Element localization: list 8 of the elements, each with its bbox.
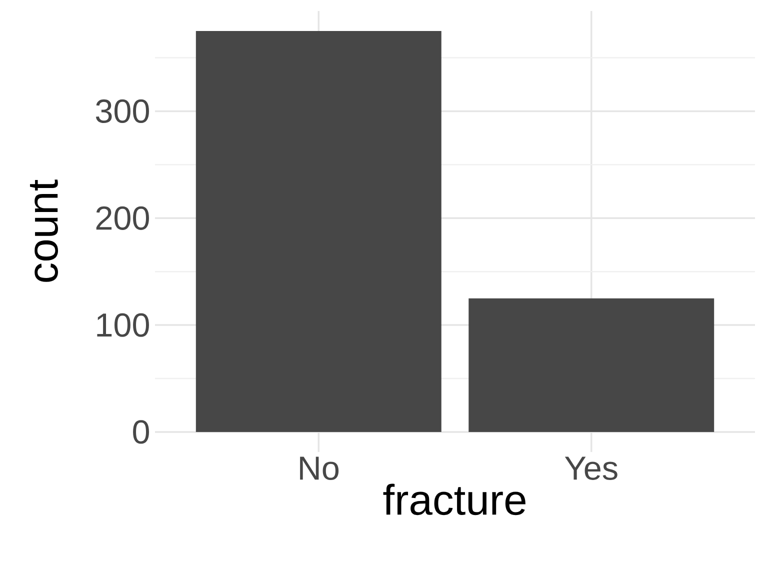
y-tick-label: 0 [133,420,149,444]
y-tick-label: 200 [96,206,149,230]
y-axis-title: count [30,180,58,282]
x-tick-label: No [300,456,339,480]
x-tick-label: Yes [564,456,618,480]
y-tick-label: 300 [96,99,149,124]
y-tick-label: 100 [97,313,149,337]
x-axis-title: fracture [383,484,526,516]
